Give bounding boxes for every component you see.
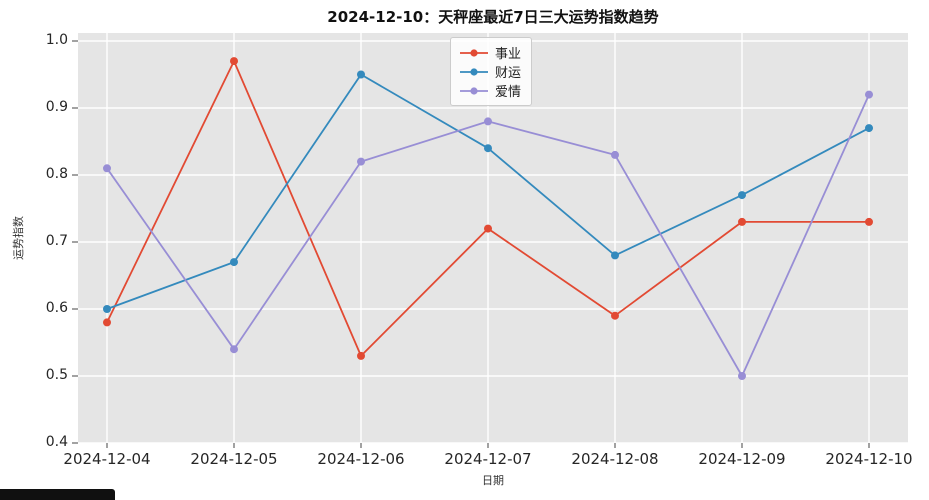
legend-label: 财运 — [495, 66, 522, 81]
series-marker-事业 — [738, 217, 746, 226]
y-tick-label: 0.6 — [45, 300, 68, 316]
legend-label: 事业 — [495, 47, 522, 62]
taskbar-fragment — [0, 489, 115, 500]
series-marker-爱情 — [357, 157, 365, 166]
series-marker-事业 — [865, 217, 873, 226]
y-tick-label: 0.5 — [45, 367, 68, 383]
series-marker-财运 — [230, 258, 238, 267]
y-tick-label: 0.4 — [45, 434, 68, 450]
x-tick-label: 2024-12-08 — [571, 450, 659, 468]
legend-item-爱情: 爱情 — [459, 81, 521, 100]
legend-item-事业: 事业 — [459, 43, 521, 62]
y-tick-label: 0.9 — [45, 99, 68, 115]
series-marker-事业 — [103, 318, 111, 327]
y-tick-label: 0.7 — [45, 233, 68, 249]
x-tick-label: 2024-12-07 — [444, 450, 532, 468]
series-marker-财运 — [357, 70, 365, 79]
series-marker-爱情 — [611, 150, 619, 159]
series-marker-财运 — [484, 144, 492, 153]
series-marker-爱情 — [484, 117, 492, 126]
series-marker-事业 — [611, 311, 619, 320]
series-marker-财运 — [611, 251, 619, 260]
x-tick-label: 2024-12-05 — [190, 450, 278, 468]
legend-line-marker-icon — [460, 67, 488, 76]
x-tick-label: 2024-12-09 — [698, 450, 786, 468]
series-marker-事业 — [230, 57, 238, 66]
series-marker-事业 — [484, 224, 492, 233]
x-tick-label: 2024-12-04 — [63, 450, 151, 468]
legend-item-财运: 财运 — [459, 62, 521, 81]
x-tick-label: 2024-12-06 — [317, 450, 405, 468]
series-marker-爱情 — [738, 372, 746, 380]
x-axis-title: 日期 — [482, 474, 504, 487]
series-marker-财运 — [865, 124, 873, 133]
series-marker-爱情 — [103, 164, 111, 173]
series-marker-财运 — [103, 305, 111, 313]
y-tick-label: 1.0 — [45, 32, 68, 48]
y-tick-label: 0.8 — [45, 166, 68, 182]
legend-label: 爱情 — [495, 85, 522, 100]
series-marker-爱情 — [865, 90, 873, 99]
x-tick-label: 2024-12-10 — [825, 450, 913, 468]
legend: 事业 财运 爱情 — [450, 37, 533, 106]
legend-line-marker-icon — [460, 86, 488, 95]
legend-line-marker-icon — [460, 48, 488, 57]
series-marker-财运 — [738, 191, 746, 200]
series-marker-事业 — [357, 351, 365, 360]
y-axis-title: 运势指数 — [12, 216, 25, 260]
chart-title: 2024-12-10：天秤座最近7日三大运势指数趋势 — [327, 8, 659, 26]
series-marker-爱情 — [230, 345, 238, 354]
